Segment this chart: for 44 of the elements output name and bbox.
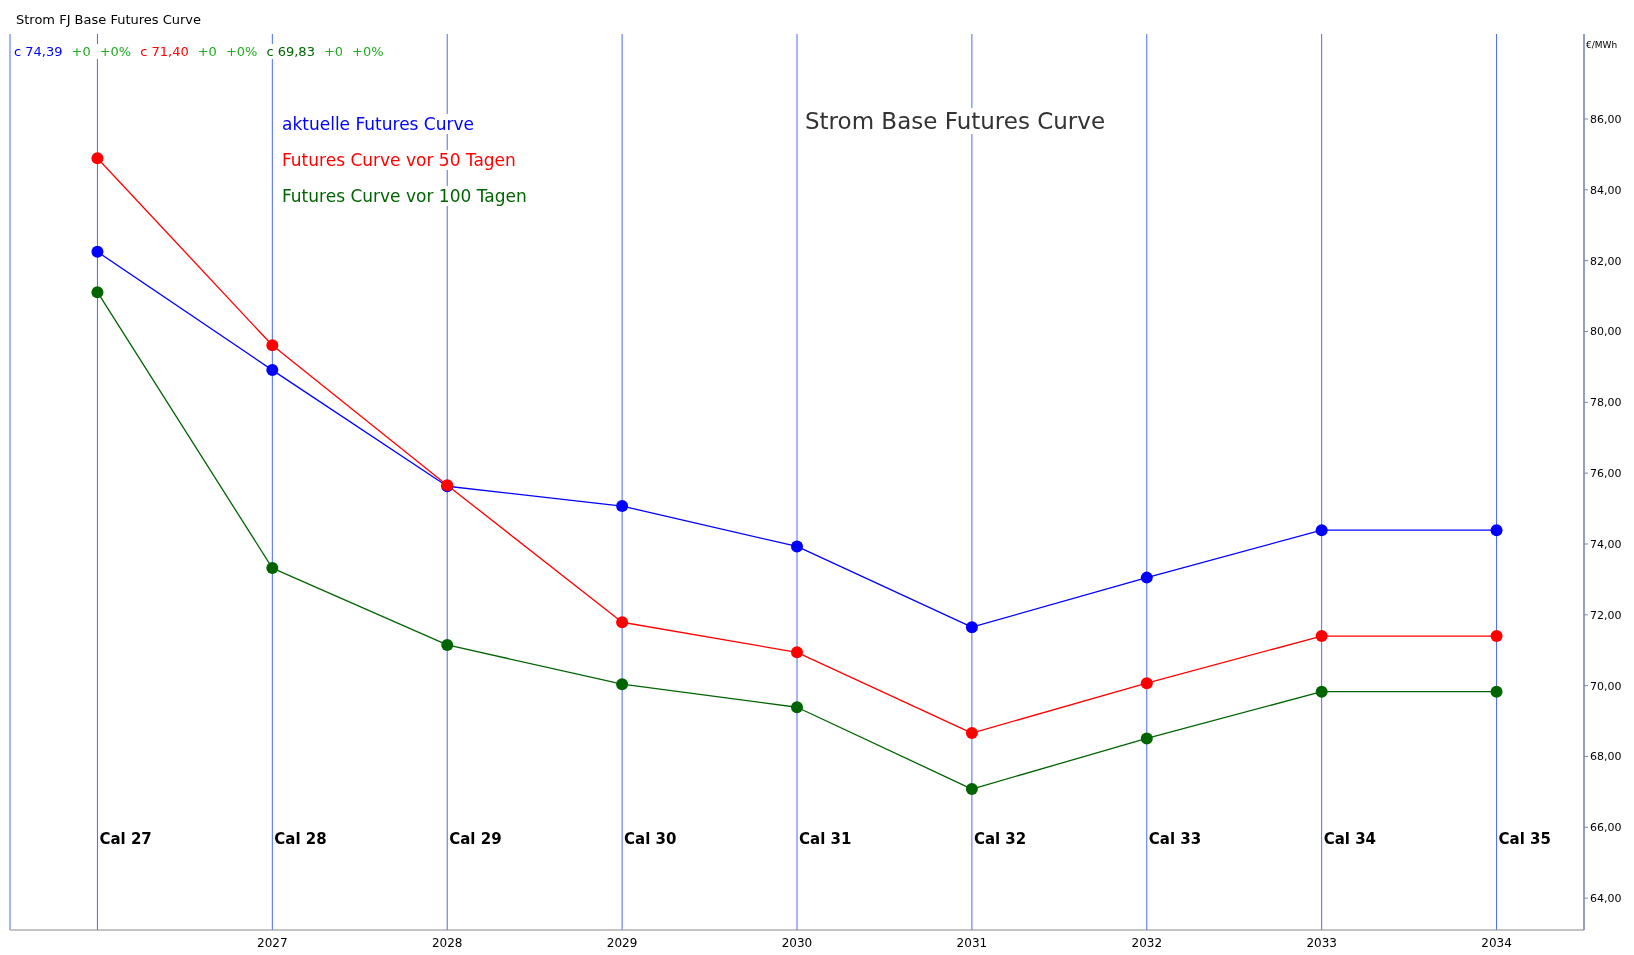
x-tick-label: 2029 bbox=[606, 935, 638, 950]
annotation: +0% bbox=[99, 44, 132, 59]
annotation: Cal 31 bbox=[799, 830, 852, 848]
y-tick-label: 78,00 bbox=[1590, 396, 1622, 410]
annotation: Cal 34 bbox=[1323, 830, 1377, 848]
x-tick-label: 2028 bbox=[431, 935, 463, 950]
chart-subtitle: Strom FJ Base Futures Curve bbox=[16, 12, 202, 27]
annotation: Cal 35 bbox=[1498, 830, 1551, 848]
annotation: Cal 27 bbox=[99, 830, 152, 848]
annotation: +0 bbox=[197, 44, 217, 59]
y-tick-label: 66,00 bbox=[1590, 821, 1622, 835]
annotation: Cal 33 bbox=[1148, 830, 1202, 848]
annotation: +0% bbox=[352, 44, 384, 59]
y-tick-label: 68,00 bbox=[1590, 750, 1622, 764]
text: Futures Curve vor 100 Tagen bbox=[282, 186, 527, 206]
y-tick-label: 86,00 bbox=[1590, 112, 1622, 126]
annotation: Cal 32 bbox=[973, 830, 1027, 848]
y-tick-label: 76,00 bbox=[1590, 467, 1622, 481]
x-tick-label: 2030 bbox=[781, 935, 813, 950]
text: Strom Base Futures Curve bbox=[805, 108, 1106, 134]
x-tick-label: 2034 bbox=[1481, 935, 1512, 950]
x-tick-label: 2032 bbox=[1131, 935, 1163, 950]
y-tick-label: 80,00 bbox=[1590, 325, 1622, 339]
x-tick-label: 2031 bbox=[956, 935, 988, 950]
annotation: c 71,40 bbox=[140, 44, 189, 59]
y-tick-label: 74,00 bbox=[1590, 537, 1622, 551]
annotation: c 74,39 bbox=[14, 44, 63, 59]
y-axis-title: €/MWh bbox=[1586, 40, 1618, 50]
annotation: +0 bbox=[323, 44, 344, 59]
annotation: Cal 30 bbox=[624, 830, 677, 848]
y-tick-label: 82,00 bbox=[1590, 254, 1622, 268]
annotation: Cal 28 bbox=[274, 830, 327, 848]
y-tick-label: 84,00 bbox=[1590, 183, 1622, 197]
text: Futures Curve vor 50 Tagen bbox=[282, 150, 516, 170]
annotation: c 69,83 bbox=[266, 44, 315, 59]
x-tick-label: 2027 bbox=[257, 935, 288, 950]
annotation: Cal 29 bbox=[449, 830, 502, 848]
text: aktuelle Futures Curve bbox=[282, 114, 475, 134]
y-tick-label: 64,00 bbox=[1590, 892, 1622, 906]
annotation: +0% bbox=[225, 44, 258, 59]
y-tick-label: 70,00 bbox=[1590, 679, 1622, 693]
y-tick-label: 72,00 bbox=[1590, 608, 1622, 622]
x-tick-label: 2033 bbox=[1306, 935, 1337, 950]
annotation: +0 bbox=[71, 44, 91, 59]
